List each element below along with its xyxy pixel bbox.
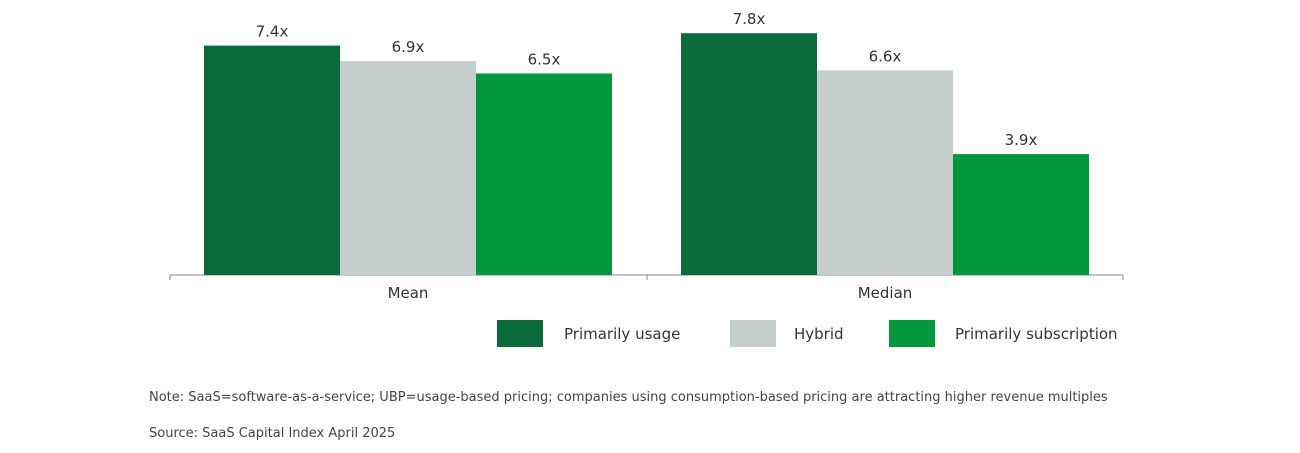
legend-label: Hybrid bbox=[794, 325, 844, 343]
bar-hybrid bbox=[817, 70, 953, 276]
legend-swatch bbox=[889, 320, 935, 347]
category-label: Median bbox=[858, 284, 913, 302]
data-label: 6.5x bbox=[528, 51, 561, 69]
data-label: 3.9x bbox=[1005, 131, 1038, 149]
data-label: 7.4x bbox=[256, 23, 289, 41]
legend-swatch bbox=[730, 320, 776, 347]
bar-primarily-subscription bbox=[953, 154, 1089, 275]
legend-label: Primarily subscription bbox=[955, 325, 1118, 343]
chart-source: Source: SaaS Capital Index April 2025 bbox=[149, 426, 396, 441]
bar-chart: 7.4x 6.9x 6.5x Mean 7.8x 6.6x 3.9x Median Primar… bbox=[169, 10, 1124, 347]
data-label: 7.8x bbox=[733, 10, 766, 28]
legend-label: Primarily usage bbox=[564, 325, 680, 343]
chart-note: Note: SaaS=software-as-a-service; UBP=us… bbox=[149, 390, 1108, 405]
bar-primarily-usage bbox=[204, 45, 340, 275]
bar-primarily-usage bbox=[681, 33, 817, 276]
legend-swatch bbox=[497, 320, 543, 347]
data-label: 6.9x bbox=[392, 38, 425, 56]
bar-hybrid bbox=[340, 61, 476, 275]
category-label: Mean bbox=[388, 284, 429, 302]
bar-primarily-subscription bbox=[476, 73, 612, 275]
data-label: 6.6x bbox=[869, 47, 902, 65]
